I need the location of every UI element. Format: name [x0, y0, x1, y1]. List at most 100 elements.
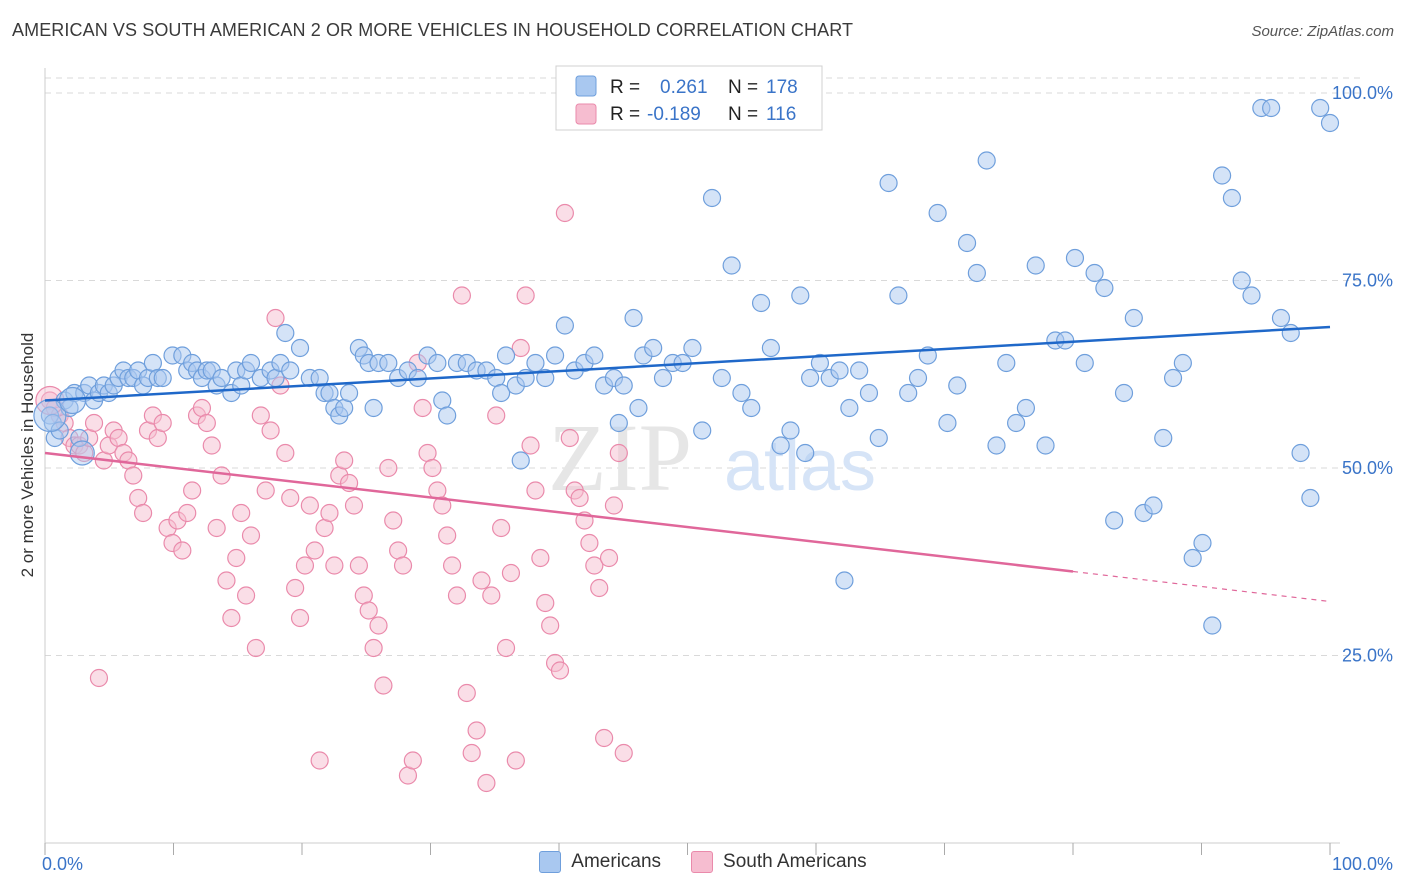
south-americans-point-117	[614, 743, 633, 763]
south-americans-point-19	[133, 503, 153, 523]
legend-swatch-south-americans	[575, 103, 597, 125]
americans-point-34	[212, 368, 231, 388]
south-americans-point-45	[261, 421, 280, 440]
americans-point-44	[276, 323, 295, 343]
south-americans-point-83	[447, 586, 467, 605]
americans-point-119	[889, 286, 908, 305]
south-americans-point-110	[580, 533, 599, 553]
y-tick-label-3: 100.0%	[1332, 83, 1393, 103]
source-credit: Source: ZipAtlas.com	[1251, 23, 1394, 40]
americans-point-87	[609, 413, 628, 433]
americans-point-130	[997, 353, 1016, 373]
americans-point-58	[364, 398, 383, 418]
americans-point-123	[928, 203, 947, 223]
americans-point-151	[1203, 616, 1222, 635]
south-americans-point-42	[246, 638, 265, 658]
south-americans-point-39	[232, 503, 251, 523]
americans-point-120	[899, 383, 918, 403]
south-americans-point-112	[590, 578, 609, 598]
south-americans-point-62	[344, 496, 364, 515]
americans-point-139	[1085, 263, 1104, 283]
south-americans-trend-extension	[1072, 570, 1331, 603]
south-americans-point-49	[281, 488, 300, 508]
south-americans-point-14	[109, 428, 128, 448]
south-americans-point-36	[217, 571, 236, 590]
south-americans-point-95	[506, 751, 525, 770]
south-americans-point-33	[202, 436, 221, 455]
south-americans-point-97	[516, 286, 535, 305]
americans-point-157	[1262, 98, 1281, 118]
americans-point-124	[938, 413, 957, 433]
americans-point-163	[1320, 113, 1340, 133]
americans-point-131	[1007, 413, 1026, 433]
americans-point-146	[1154, 428, 1173, 448]
legend-r-label-south-americans: R =	[610, 104, 640, 125]
americans-point-88	[614, 376, 633, 395]
americans-point-143	[1124, 308, 1143, 328]
americans-point-78	[526, 353, 545, 373]
americans-point-142	[1114, 383, 1134, 403]
americans-point-106	[781, 421, 800, 440]
south-americans-point-94	[501, 563, 521, 583]
south-americans-point-23	[153, 413, 172, 433]
americans-point-46	[290, 338, 310, 358]
americans-trend-line	[44, 325, 1331, 402]
legend-r-value-south-americans: -0.189	[647, 104, 701, 125]
south-americans-point-56	[315, 518, 334, 538]
americans-point-large-2	[69, 440, 95, 466]
americans-point-150	[1193, 533, 1212, 553]
americans-point-137	[1065, 248, 1085, 268]
americans-point-107	[791, 286, 810, 305]
south-americans-point-64	[354, 586, 373, 605]
legend-r-label-americans: R =	[610, 77, 640, 98]
series-legend-south-americans[interactable]: South Americans	[691, 851, 867, 873]
south-americans-point-69	[379, 458, 398, 478]
y-tick-label-2: 75.0%	[1342, 271, 1393, 291]
legend-r-value-americans: 0.261	[660, 77, 708, 98]
south-americans-point-31	[192, 398, 212, 418]
americans-point-161	[1301, 488, 1320, 508]
south-americans-point-29	[183, 481, 202, 500]
americans-point-54	[339, 383, 359, 403]
south-americans-point-89	[477, 773, 496, 793]
south-americans-point-106	[560, 428, 579, 448]
stats-legend: R = 0.261 N = 178 R = -0.189 N = 116	[555, 65, 823, 131]
south-americans-point-115	[604, 496, 624, 515]
americans-point-108	[796, 443, 815, 463]
south-americans-point-87	[467, 721, 486, 740]
americans-point-103	[751, 293, 771, 313]
americans-point-96	[683, 338, 702, 358]
south-americans-point-27	[173, 541, 192, 560]
south-americans-point-82	[442, 556, 462, 575]
americans-point-140	[1095, 278, 1114, 298]
americans-point-65	[428, 353, 447, 373]
americans-point-118	[879, 173, 898, 193]
legend-n-label-americans: N =	[728, 77, 758, 98]
americans-point-113	[835, 571, 854, 590]
series-legend-americans[interactable]: Americans	[539, 851, 661, 873]
americans-point-7	[70, 428, 89, 448]
south-americans-point-65	[359, 601, 378, 620]
americans-swatch	[539, 851, 562, 873]
legend-swatch-americans	[575, 75, 597, 97]
americans-point-81	[555, 316, 574, 335]
trend-lines	[44, 325, 1331, 603]
americans-point-109	[801, 368, 820, 388]
south-americans-legend-label: South Americans	[723, 851, 867, 872]
south-americans-point-57	[320, 503, 339, 523]
americans-point-105	[771, 436, 790, 455]
south-americans-point-96	[511, 338, 530, 358]
south-americans-point-90	[482, 586, 501, 605]
americans-point-3	[50, 421, 69, 440]
south-americans-point-48	[276, 443, 295, 463]
americans-point-73	[492, 383, 511, 403]
south-americans-point-43	[251, 406, 270, 425]
south-americans-point-18	[129, 488, 148, 508]
south-americans-point-80	[433, 496, 452, 515]
south-americans-point-88	[472, 571, 491, 590]
americans-point-92	[644, 338, 663, 358]
americans-legend-label: Americans	[571, 851, 662, 872]
americans-point-128	[977, 151, 996, 170]
south-americans-point-72	[393, 556, 413, 575]
